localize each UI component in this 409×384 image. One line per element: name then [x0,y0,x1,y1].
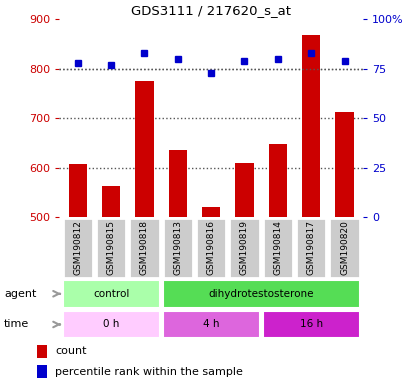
FancyBboxPatch shape [262,218,292,278]
FancyBboxPatch shape [162,218,193,278]
Bar [335,112,353,217]
Text: GSM190817: GSM190817 [306,220,315,275]
Text: GSM190820: GSM190820 [339,220,348,275]
FancyBboxPatch shape [63,218,93,278]
FancyBboxPatch shape [196,218,226,278]
Text: GSM190812: GSM190812 [73,220,82,275]
Bar [102,186,120,217]
Bar [68,164,87,217]
Bar [202,207,220,217]
Text: dihydrotestosterone: dihydrotestosterone [208,289,313,299]
Bar [168,150,187,217]
FancyBboxPatch shape [328,218,359,278]
Text: GSM190814: GSM190814 [273,220,282,275]
Bar [268,144,286,217]
FancyBboxPatch shape [129,218,159,278]
FancyBboxPatch shape [262,311,359,338]
Title: GDS3111 / 217620_s_at: GDS3111 / 217620_s_at [131,3,290,17]
Text: GSM190818: GSM190818 [139,220,148,275]
Text: GSM190815: GSM190815 [106,220,115,275]
FancyBboxPatch shape [162,280,359,308]
FancyBboxPatch shape [295,218,326,278]
Text: GSM190813: GSM190813 [173,220,182,275]
Text: agent: agent [4,289,36,299]
FancyBboxPatch shape [229,218,259,278]
Bar [301,35,319,217]
Text: GSM190816: GSM190816 [206,220,215,275]
Bar [37,365,47,378]
Text: percentile rank within the sample: percentile rank within the sample [55,366,243,377]
Text: control: control [93,289,129,299]
Text: time: time [4,319,29,329]
FancyBboxPatch shape [63,311,159,338]
Text: 16 h: 16 h [299,319,322,329]
Text: count: count [55,346,87,356]
FancyBboxPatch shape [162,311,259,338]
Bar [235,162,253,217]
FancyBboxPatch shape [96,218,126,278]
Bar [135,81,153,217]
Text: 0 h: 0 h [103,319,119,329]
Text: GSM190819: GSM190819 [239,220,248,275]
Bar [37,345,47,358]
Text: 4 h: 4 h [202,319,219,329]
FancyBboxPatch shape [63,280,159,308]
